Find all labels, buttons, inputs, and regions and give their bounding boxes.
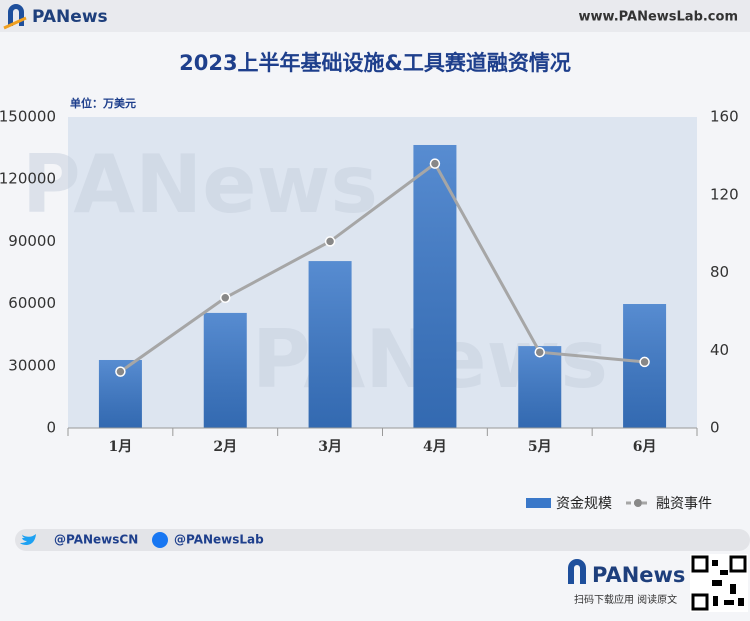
x-tick-label: 4月 (423, 439, 447, 455)
x-tick-label: 2月 (213, 439, 237, 455)
legend-swatch (634, 499, 642, 507)
plot-area (68, 117, 697, 428)
facebook-handle: @PANewsLab (174, 533, 264, 547)
legend-label: 融资事件 (656, 496, 712, 512)
y2-tick-label: 120 (710, 185, 739, 203)
line-point (324, 236, 336, 247)
line-point (639, 356, 650, 368)
line (119, 161, 645, 373)
logo-text: PANews (32, 7, 108, 27)
logo-stripe (3, 16, 27, 30)
y2-tick-label: 0 (710, 419, 720, 437)
line-point (429, 158, 441, 169)
legend-label: 资金规模 (556, 496, 612, 512)
y-tick-label: 90000 (8, 232, 56, 250)
line-point (115, 366, 126, 377)
legend-swatch (526, 498, 551, 508)
y-tick-label: 0 (46, 419, 56, 437)
x-tick-label: 1月 (109, 439, 133, 455)
logo-text: PANews (592, 563, 685, 587)
y2-tick-label: 80 (710, 263, 729, 281)
bar-shade (203, 312, 247, 428)
y2-tick-label: 40 (710, 341, 729, 359)
unit-label: 单位：万美元 (70, 96, 136, 110)
header-bar (0, 0, 750, 32)
facebook-icon (152, 532, 168, 548)
bar-shade (518, 346, 562, 428)
qr-caption: 扫码下载应用 阅读原文 (574, 593, 677, 606)
y-tick-label: 150000 (0, 108, 56, 126)
x-tick-label: 5月 (528, 439, 552, 455)
y-tick-label: 120000 (0, 170, 56, 188)
line-point (220, 292, 231, 304)
line-point (534, 346, 545, 358)
y-tick-label: 60000 (8, 294, 56, 312)
twitter-handle: @PANewsCN (54, 533, 138, 547)
qr-code (690, 554, 748, 612)
bar-shade (308, 261, 352, 428)
site-url: www.PANewsLab.com (579, 10, 738, 25)
bar-shade (413, 144, 457, 429)
footer-bar (15, 529, 750, 551)
twitter-icon (20, 534, 36, 545)
logo-icon (568, 559, 586, 584)
x-tick-label: 3月 (318, 439, 342, 455)
y-tick-label: 30000 (8, 356, 56, 374)
watermark: PANews (22, 138, 378, 231)
chart-title: 2023上半年基础设施&工具赛道融资情况 (179, 51, 571, 75)
x-tick-label: 6月 (633, 439, 657, 455)
y2-tick-label: 160 (710, 108, 739, 126)
